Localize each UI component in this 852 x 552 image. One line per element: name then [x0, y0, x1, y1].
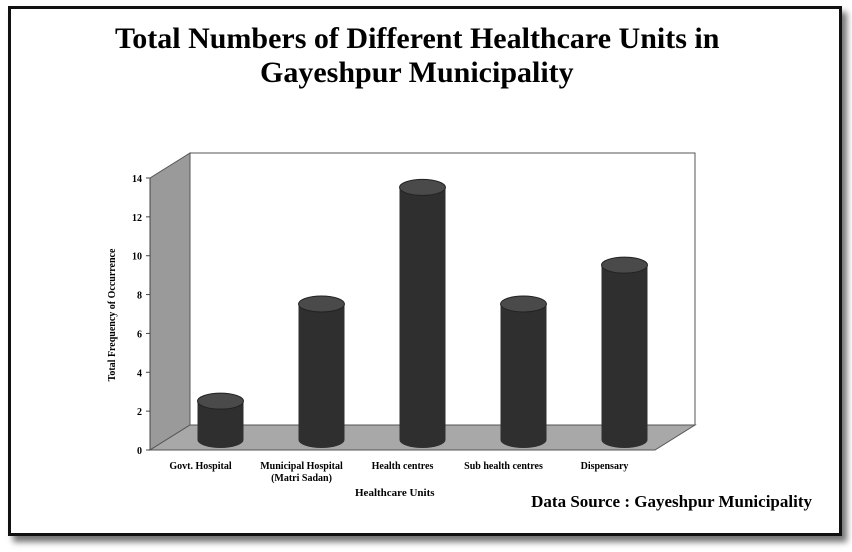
y-axis-label: Total Frequency of Occurrence [107, 248, 118, 381]
bar-base [298, 432, 345, 448]
x-category-label: Health centres [372, 461, 434, 472]
bar-top [500, 295, 547, 313]
title-line-2: Gayeshpur Municipality [260, 56, 574, 89]
x-category-label: Govt. Hospital [169, 461, 231, 472]
x-axis-label: Healthcare Units [355, 487, 435, 499]
bar-0 [197, 392, 244, 448]
y-tick-label: 6 [137, 329, 142, 340]
y-tick-label: 2 [137, 407, 142, 418]
bar-3 [500, 295, 547, 448]
data-source: Data Source : Gayeshpur Municipality [531, 492, 812, 511]
bar-base [601, 432, 648, 448]
y-tick-label: 10 [132, 252, 142, 263]
bar-top [601, 256, 648, 274]
bar-top [399, 178, 446, 196]
bar-base [399, 432, 446, 448]
bar-body [601, 265, 648, 440]
side-wall [149, 152, 191, 451]
x-category-label: Sub health centres [464, 461, 543, 472]
bar-body [298, 304, 345, 440]
y-tick-label: 14 [132, 174, 142, 185]
bar-top [298, 295, 345, 313]
bar-body [399, 187, 446, 440]
y-tick-label: 12 [132, 213, 142, 224]
bar-base [197, 432, 244, 448]
chart-title: Total Numbers of Different Healthcare Un… [60, 22, 852, 90]
y-tick-label: 4 [137, 368, 142, 379]
title-line-1: Total Numbers of Different Healthcare Un… [115, 22, 720, 55]
bar-4 [601, 256, 648, 448]
x-category-label: Dispensary [581, 461, 629, 472]
x-category-label: Municipal Hospital (Matri Sadan) [260, 461, 343, 484]
bar-top [197, 392, 244, 410]
bar-body [500, 304, 547, 440]
bar-1 [298, 295, 345, 448]
y-tick-label: 8 [137, 291, 142, 302]
y-tick-label: 0 [137, 446, 142, 457]
bar-base [500, 432, 547, 448]
bar-2 [399, 178, 446, 448]
